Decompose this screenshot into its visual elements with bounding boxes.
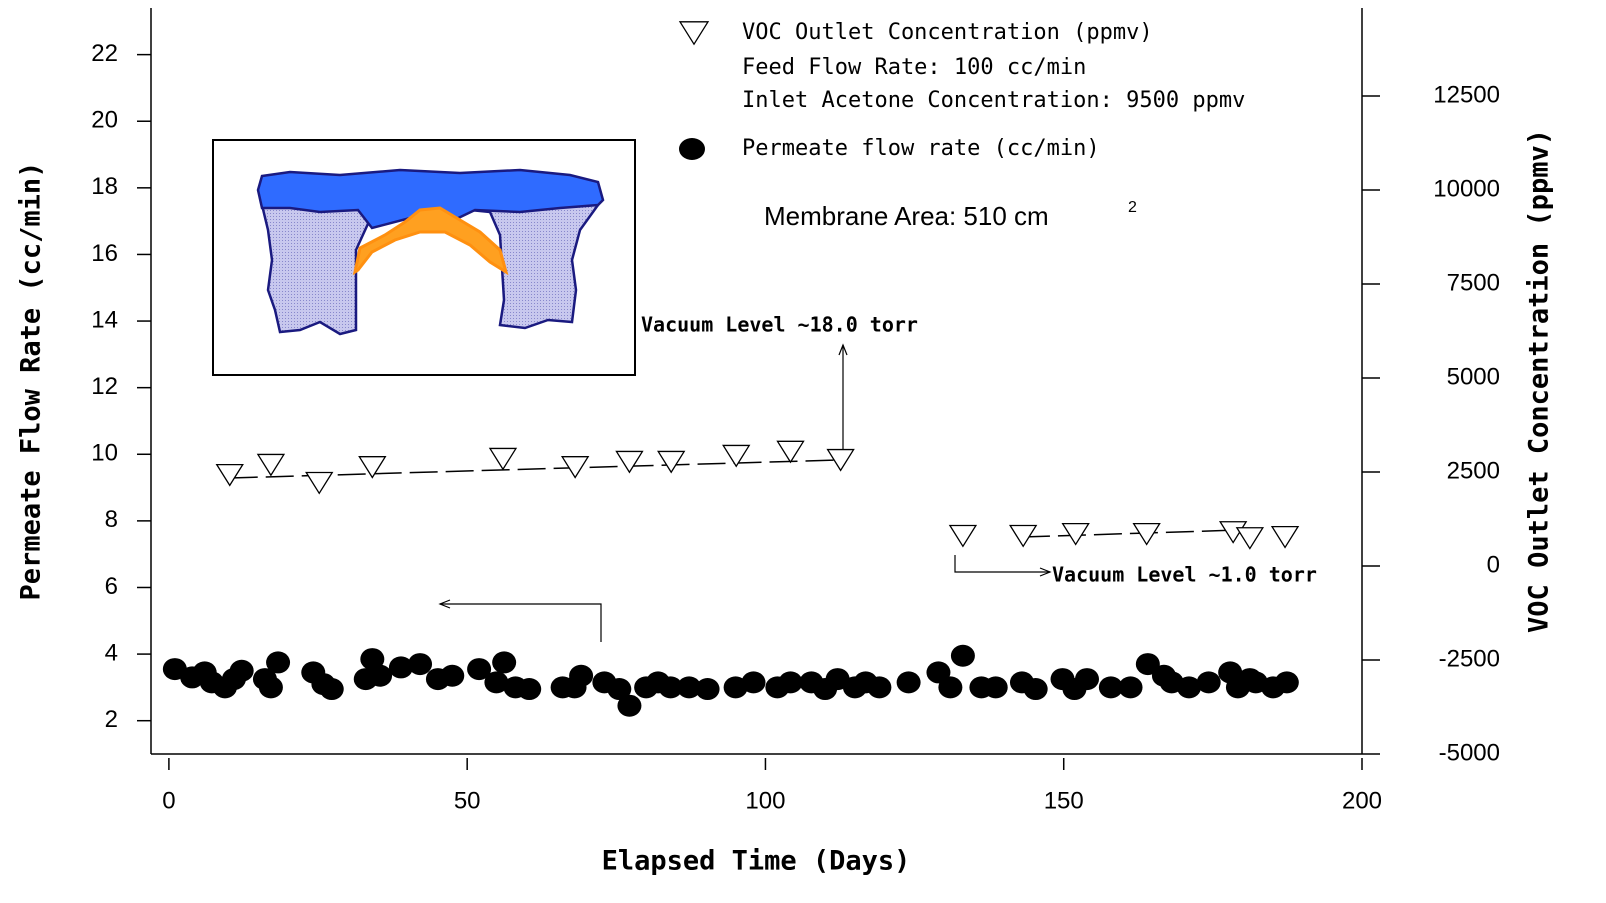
circle-marker xyxy=(658,676,683,699)
circle-marker xyxy=(517,678,542,701)
annotation: Vacuum Level ~18.0 torr xyxy=(641,313,918,337)
circle-marker xyxy=(1118,676,1143,699)
legend-label: Permeate flow rate (cc/min) xyxy=(742,136,1100,161)
membrane-area: Membrane Area: 510 cm xyxy=(764,201,1049,231)
circle-marker xyxy=(983,676,1008,699)
circle-marker xyxy=(258,676,283,699)
triangle-marker xyxy=(657,450,686,474)
circle-marker xyxy=(741,671,766,694)
y2-tick-label: 10000 xyxy=(1433,175,1500,202)
circle-marker xyxy=(1196,671,1221,694)
y2-tick-label: 2500 xyxy=(1447,457,1500,484)
y-tick-label: 22 xyxy=(91,40,118,67)
annotation-arrows xyxy=(438,343,1052,642)
annotation: Vacuum Level ~1.0 torr xyxy=(1052,563,1317,587)
y2-tick-label: 7500 xyxy=(1447,269,1500,296)
circle-marker xyxy=(1177,676,1201,699)
x-axis-title: Elapsed Time (Days) xyxy=(602,846,911,877)
circle-marker xyxy=(467,658,492,681)
circle-marker xyxy=(1274,671,1299,694)
y-axis-title: Permeate Flow Rate (cc/min) xyxy=(16,162,47,601)
circle-marker xyxy=(950,644,975,667)
y-tick-label: 6 xyxy=(105,573,118,600)
y2-tick-label: 0 xyxy=(1487,551,1500,578)
x-tick-label: 50 xyxy=(454,787,481,814)
y-tick-label: 12 xyxy=(91,373,118,400)
triangle-marker xyxy=(1235,527,1265,550)
x-tick-label: 200 xyxy=(1342,787,1382,814)
circle-marker xyxy=(484,671,509,694)
y2-tick-label: 5000 xyxy=(1447,363,1500,390)
triangle-marker xyxy=(560,456,590,479)
circle-marker xyxy=(1023,678,1048,701)
circle-marker xyxy=(569,664,594,687)
y-tick-label: 20 xyxy=(91,107,118,134)
triangle-marker xyxy=(358,456,387,479)
axes-frame xyxy=(150,8,1363,755)
triangle-marker xyxy=(215,463,244,487)
triangle-marker xyxy=(826,448,855,472)
y-tick-label: 18 xyxy=(91,173,118,200)
x-tick-label: 150 xyxy=(1044,787,1084,814)
circle-marker xyxy=(1098,676,1123,699)
y-tick-label: 14 xyxy=(91,306,118,333)
legend-note: Feed Flow Rate: 100 cc/min xyxy=(742,55,1086,80)
triangle-marker xyxy=(1132,522,1161,546)
circle-marker xyxy=(319,678,344,701)
triangle-marker xyxy=(776,440,805,464)
y-tick-label: 8 xyxy=(105,506,118,533)
circle-marker xyxy=(896,671,921,694)
circle-marker xyxy=(492,651,517,674)
x-tick-label: 100 xyxy=(745,787,785,814)
circle-marker xyxy=(1074,668,1099,691)
circle-marker xyxy=(1135,653,1160,676)
circle-marker xyxy=(617,694,642,717)
triangle-marker xyxy=(1061,522,1090,546)
y2-axis-title: VOC Outlet Concentration (ppmv) xyxy=(1524,129,1555,633)
circle-marker xyxy=(368,664,393,687)
y2-tick-label: -2500 xyxy=(1439,645,1500,672)
membrane-area-superscript: 2 xyxy=(1128,199,1137,216)
legend-marker xyxy=(678,21,710,46)
y-tick-label: 10 xyxy=(91,440,118,467)
triangle-marker xyxy=(948,524,978,548)
inset-diagram xyxy=(212,139,636,376)
circle-marker xyxy=(778,671,803,694)
circle-marker xyxy=(229,659,254,682)
y-tick-label: 16 xyxy=(91,240,118,267)
y-tick-label: 2 xyxy=(105,706,118,733)
trend-line xyxy=(1021,529,1231,538)
triangle-marker xyxy=(488,447,518,471)
triangle-marker xyxy=(722,444,751,468)
legend-label: VOC Outlet Concentration (ppmv) xyxy=(742,20,1153,45)
circle-marker xyxy=(867,676,892,699)
circle-marker xyxy=(607,678,632,701)
circle-marker xyxy=(360,648,385,671)
circle-marker xyxy=(938,676,963,699)
y-tick-label: 4 xyxy=(105,639,118,666)
legend-marker xyxy=(679,138,705,160)
circle-marker xyxy=(677,676,702,699)
y2-tick-label: 12500 xyxy=(1433,81,1500,108)
x-tick-label: 0 xyxy=(162,787,175,814)
triangle-marker xyxy=(1008,524,1038,548)
triangle-marker xyxy=(305,471,334,495)
circle-marker xyxy=(695,678,720,701)
legend-note: Inlet Acetone Concentration: 9500 ppmv xyxy=(742,88,1245,113)
y2-tick-label: -5000 xyxy=(1439,739,1500,766)
triangle-marker xyxy=(1270,525,1300,549)
triangle-marker xyxy=(615,450,644,474)
circle-marker xyxy=(388,656,413,679)
circle-marker xyxy=(266,651,291,674)
circle-marker xyxy=(408,653,433,676)
circle-marker xyxy=(440,664,465,687)
triangle-marker xyxy=(256,453,286,477)
